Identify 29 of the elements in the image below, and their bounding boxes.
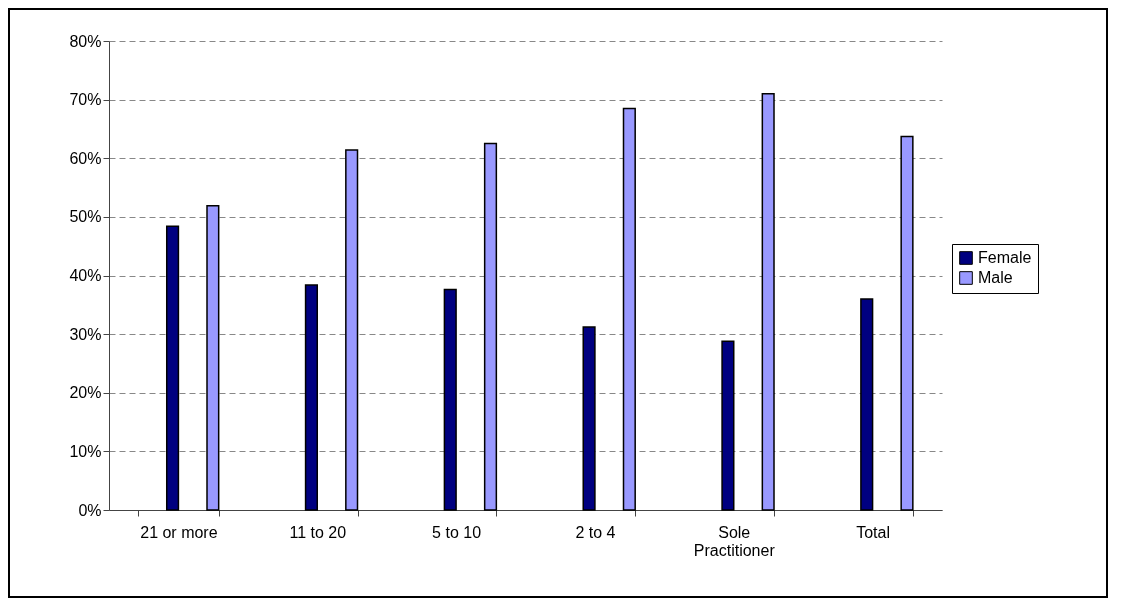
y-tick-label: 80% [69,32,102,50]
bar [900,135,914,511]
y-tick-label: 40% [69,267,102,284]
y-tick-label: 60% [69,149,102,167]
x-tick-label: Sole Practitioner [693,523,776,559]
y-tick-label: 50% [69,208,102,226]
bar [206,204,220,511]
bar [721,340,735,511]
y-tick-label: 0% [78,501,102,519]
bar [443,288,457,511]
y-tick-label: 70% [69,91,102,109]
x-tick-label: 21 or more [140,523,218,541]
x-tick-label: 5 to 10 [432,523,482,541]
bar [761,93,775,511]
x-tick-label: 2 to 4 [575,523,616,541]
bar [345,149,359,511]
bar [860,298,874,511]
y-tick-label: 30% [69,325,102,343]
legend-label: Male [978,269,1013,286]
legend-label: Female [978,249,1032,266]
bar [622,107,636,511]
bar [483,142,498,511]
bar [165,225,180,511]
y-tick-label: 10% [69,442,102,460]
bar [304,284,318,511]
x-tick-label: Total [856,523,890,541]
bar [582,326,596,511]
y-tick-label: 20% [69,384,102,402]
x-tick-label: 11 to 20 [289,523,347,541]
